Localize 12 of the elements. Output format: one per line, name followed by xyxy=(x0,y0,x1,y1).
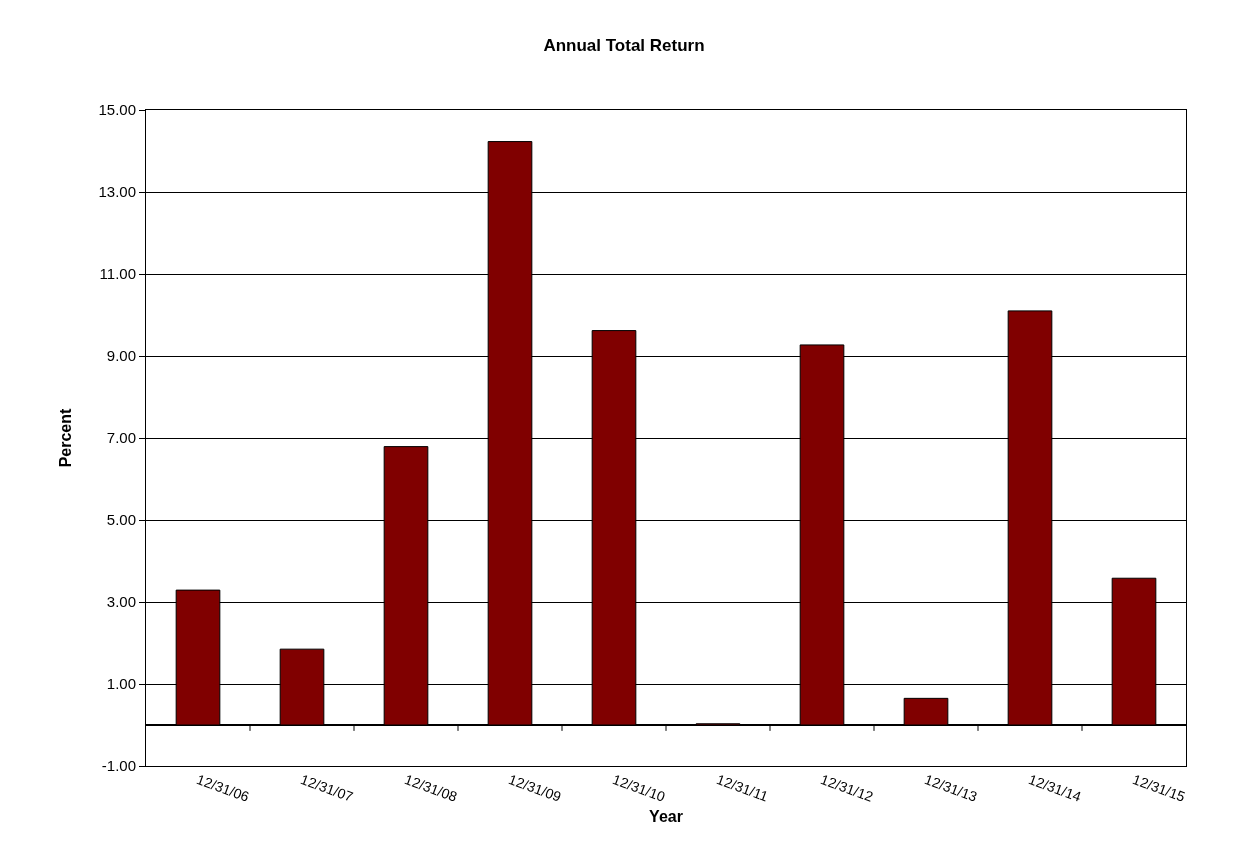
chart-title: Annual Total Return xyxy=(543,35,705,55)
y-tick-label: 7.00 xyxy=(106,429,136,447)
y-axis-title: Percent xyxy=(57,407,75,468)
y-tick-label: 3.00 xyxy=(106,593,136,611)
y-tick-label: 15.00 xyxy=(98,101,136,119)
y-tick-label: 1.00 xyxy=(106,675,136,693)
y-tick-label: -1.00 xyxy=(101,757,136,775)
y-tick-label: 11.00 xyxy=(99,265,136,283)
y-tick-label: 5.00 xyxy=(106,511,136,529)
x-axis-title: Year xyxy=(649,807,683,825)
y-tick-label: 13.00 xyxy=(98,183,136,201)
y-tick-label: 9.00 xyxy=(106,347,136,365)
